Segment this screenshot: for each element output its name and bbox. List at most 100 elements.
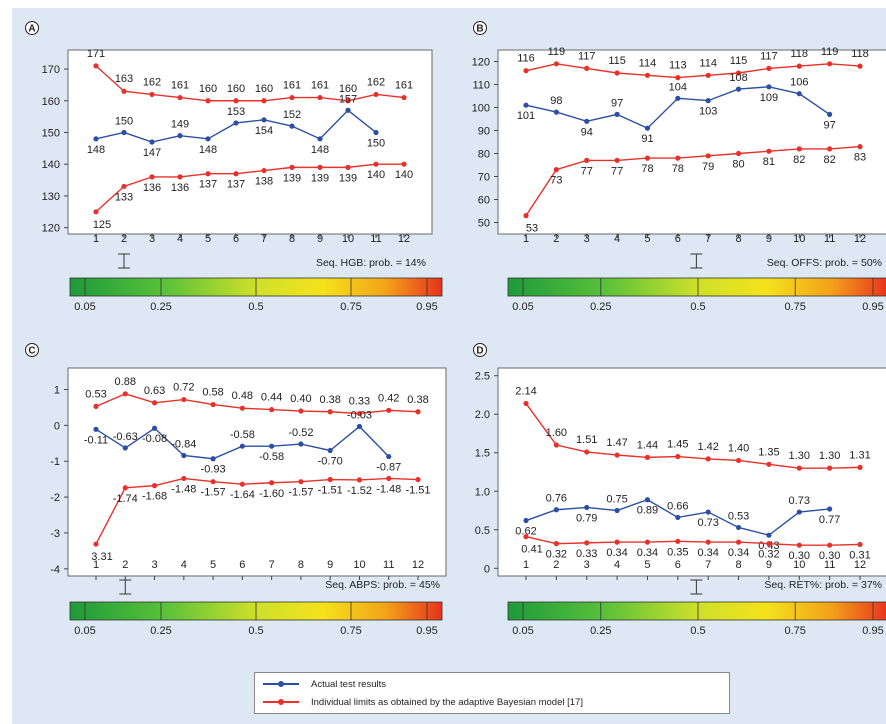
data-point-lower bbox=[177, 174, 183, 180]
data-point-upper bbox=[233, 98, 239, 104]
colorbar-tick-label: 0.5 bbox=[248, 301, 263, 313]
data-label-actual: 97 bbox=[611, 97, 623, 109]
data-label-upper: 1.45 bbox=[667, 439, 688, 451]
x-tick-label-c: 4 bbox=[181, 559, 187, 571]
plot-area-b bbox=[497, 49, 886, 235]
data-label-lower: 139 bbox=[283, 172, 301, 184]
data-point-lower bbox=[181, 475, 187, 482]
data-point-upper bbox=[584, 65, 590, 71]
x-tick-label-c: 9 bbox=[327, 559, 333, 571]
data-label-actual: 157 bbox=[339, 93, 357, 105]
data-label-actual: -0.52 bbox=[288, 427, 313, 439]
data-label-actual: 104 bbox=[669, 81, 687, 93]
x-tick-label-a: 3 bbox=[149, 233, 155, 245]
data-label-lower: 79 bbox=[702, 161, 714, 173]
svg-text:D: D bbox=[476, 346, 483, 357]
data-label-lower: -1.74 bbox=[113, 493, 138, 505]
x-tick-label-b: 8 bbox=[735, 233, 741, 245]
data-point-actual bbox=[553, 507, 559, 513]
data-point-upper bbox=[766, 461, 772, 467]
data-label-lower: 77 bbox=[611, 165, 623, 177]
legend-swatch-actual bbox=[263, 678, 299, 690]
data-point-actual bbox=[644, 497, 651, 503]
data-point-upper bbox=[401, 94, 407, 101]
x-tick-label-b: 1 bbox=[523, 233, 529, 245]
data-label-actual: -0.93 bbox=[201, 464, 226, 476]
data-point-lower bbox=[415, 476, 421, 483]
data-point-lower bbox=[289, 164, 295, 170]
y-tick-label-b: 100 bbox=[472, 103, 490, 115]
data-point-upper bbox=[415, 409, 421, 415]
x-tick-label-d: 8 bbox=[735, 559, 741, 571]
data-label-lower: 78 bbox=[641, 163, 653, 175]
data-point-lower bbox=[614, 157, 620, 163]
data-point-upper bbox=[181, 396, 187, 403]
colorbar-tick-label: 0.75 bbox=[785, 625, 806, 637]
data-label-upper: 160 bbox=[339, 83, 357, 95]
data-point-upper bbox=[644, 72, 651, 78]
data-label-actual: 150 bbox=[367, 137, 385, 149]
data-label-upper: 117 bbox=[578, 50, 596, 62]
x-tick-label-b: 3 bbox=[584, 233, 590, 245]
data-point-actual bbox=[705, 509, 711, 515]
x-tick-label-b: 12 bbox=[854, 233, 866, 245]
data-point-actual bbox=[827, 506, 833, 512]
data-label-upper: 161 bbox=[311, 80, 329, 92]
data-label-lower: 0.31 bbox=[849, 549, 870, 561]
data-point-upper bbox=[205, 98, 211, 104]
data-point-upper bbox=[584, 449, 590, 455]
data-point-upper bbox=[177, 94, 183, 101]
data-label-upper: 0.40 bbox=[290, 393, 311, 405]
data-label-lower: -1.68 bbox=[142, 491, 167, 503]
data-label-actual: 152 bbox=[283, 109, 301, 121]
colorbar-tick-label: 0.95 bbox=[862, 625, 883, 637]
data-point-upper bbox=[386, 407, 392, 413]
data-label-lower: -1.57 bbox=[288, 487, 313, 499]
data-point-actual bbox=[553, 109, 559, 115]
colorbar-c: 0.05 0.25 0.5 0.75 0.95 bbox=[69, 601, 443, 637]
x-tick-label-a: 4 bbox=[177, 233, 183, 245]
series-line-upper-c bbox=[95, 393, 419, 415]
data-point-lower bbox=[796, 146, 802, 152]
seq-label-c: Seq. ABPS: prob. = 45% bbox=[325, 579, 440, 591]
data-point-upper bbox=[644, 454, 651, 460]
data-label-upper: 162 bbox=[367, 76, 385, 88]
data-point-lower bbox=[584, 540, 590, 546]
data-point-lower bbox=[356, 477, 363, 483]
colorbar-d: 0.05 0.25 0.5 0.75 0.95 bbox=[507, 601, 886, 637]
data-point-upper bbox=[735, 70, 742, 76]
data-label-upper: 115 bbox=[730, 55, 748, 67]
data-label-upper: 163 bbox=[115, 73, 133, 85]
data-point-upper bbox=[356, 410, 363, 417]
data-label-lower: -1.57 bbox=[201, 487, 226, 499]
y-tick-label-a: 130 bbox=[42, 191, 60, 203]
x-tick-label-b: 2 bbox=[553, 233, 559, 245]
data-point-upper bbox=[705, 72, 711, 78]
y-tick-label-a: 170 bbox=[42, 64, 60, 76]
data-label-actual: -0.58 bbox=[259, 451, 284, 463]
x-tick-label-c: 5 bbox=[210, 559, 216, 571]
data-label-actual: -0.70 bbox=[318, 455, 343, 467]
x-tick-label-a: 9 bbox=[317, 233, 323, 245]
svg-text:B: B bbox=[476, 24, 483, 35]
data-point-lower bbox=[261, 167, 267, 174]
data-label-lower: 138 bbox=[255, 176, 273, 188]
colorbar-tick-label: 0.5 bbox=[690, 301, 705, 313]
data-point-upper bbox=[269, 407, 275, 413]
data-point-upper bbox=[614, 70, 620, 76]
data-label-upper: 1.35 bbox=[758, 446, 779, 458]
data-point-actual bbox=[289, 123, 295, 129]
data-label-upper: 0.42 bbox=[378, 392, 399, 404]
data-point-lower bbox=[705, 153, 711, 159]
data-label-lower: 0.34 bbox=[697, 547, 718, 559]
data-point-actual bbox=[93, 426, 99, 432]
data-label-lower: 137 bbox=[199, 179, 217, 191]
data-point-upper bbox=[523, 68, 529, 74]
data-label-upper: 0.33 bbox=[349, 396, 370, 408]
data-label-actual: 149 bbox=[171, 119, 189, 131]
data-label-lower: 0.32 bbox=[758, 549, 779, 561]
colorbar-tick-label: 0.05 bbox=[74, 301, 95, 313]
data-label-lower: 82 bbox=[793, 154, 805, 166]
data-point-lower bbox=[614, 539, 620, 545]
